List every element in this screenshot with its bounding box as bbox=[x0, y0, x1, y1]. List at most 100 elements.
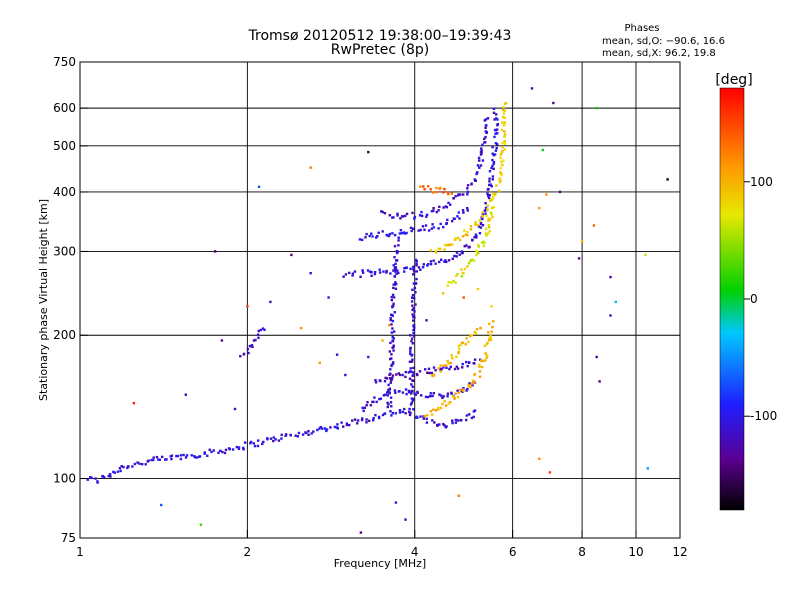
echo-point bbox=[383, 212, 387, 215]
echo-point bbox=[469, 258, 473, 262]
echo-point bbox=[405, 392, 408, 396]
echo-point bbox=[484, 130, 487, 133]
echo-point bbox=[374, 381, 378, 384]
echo-point bbox=[237, 446, 241, 449]
echo-point bbox=[468, 382, 471, 385]
echo-point bbox=[491, 158, 494, 162]
echo-point bbox=[420, 214, 424, 218]
echo-point bbox=[392, 349, 395, 352]
echo-point bbox=[372, 400, 375, 404]
echo-point bbox=[404, 388, 408, 391]
phase-stats: Phases mean, sd,O: −90.6, 16.6 mean, sd,… bbox=[602, 23, 725, 59]
echo-point bbox=[237, 447, 241, 450]
echo-point bbox=[454, 237, 457, 240]
echo-point bbox=[426, 264, 429, 267]
echo-point bbox=[441, 402, 444, 406]
echo-point bbox=[503, 148, 506, 151]
echo-point bbox=[411, 304, 414, 307]
echo-point bbox=[451, 395, 455, 398]
echo-point bbox=[489, 183, 492, 186]
echo-point bbox=[484, 359, 487, 362]
echo-point bbox=[465, 389, 468, 392]
echo-point bbox=[490, 330, 493, 333]
stray-echo-point bbox=[425, 319, 428, 322]
stray-echo-point bbox=[538, 206, 541, 210]
echo-point bbox=[472, 259, 476, 262]
echo-point bbox=[489, 334, 492, 337]
echo-point bbox=[422, 263, 425, 266]
echo-point bbox=[410, 229, 413, 233]
echo-point bbox=[307, 433, 310, 436]
echo-point bbox=[318, 427, 321, 430]
echo-point bbox=[256, 444, 260, 448]
echo-point bbox=[408, 360, 412, 363]
echo-point bbox=[133, 462, 137, 466]
echo-point bbox=[179, 454, 183, 457]
echo-point bbox=[387, 383, 390, 387]
echo-point bbox=[344, 273, 348, 276]
echo-point bbox=[208, 448, 211, 451]
echo-point bbox=[421, 266, 425, 269]
echo-point bbox=[416, 391, 419, 395]
echo-point bbox=[423, 415, 426, 418]
echo-point bbox=[395, 373, 398, 376]
echo-point bbox=[413, 310, 416, 313]
stray-echo-point bbox=[257, 185, 261, 188]
echo-point bbox=[468, 361, 471, 364]
stray-echo-point bbox=[367, 355, 370, 359]
echo-point bbox=[411, 308, 414, 311]
echo-point bbox=[170, 457, 173, 461]
echo-point bbox=[462, 271, 465, 275]
echo-point bbox=[410, 390, 413, 393]
echo-point bbox=[432, 408, 435, 411]
echo-point bbox=[451, 357, 454, 360]
echo-point bbox=[432, 259, 435, 262]
echo-point bbox=[473, 373, 476, 376]
echo-point bbox=[491, 164, 494, 168]
echo-point bbox=[391, 411, 394, 415]
echo-point bbox=[456, 367, 460, 370]
echo-point bbox=[285, 433, 288, 436]
echo-point bbox=[248, 345, 252, 348]
echo-point bbox=[485, 356, 488, 359]
stray-echo-point bbox=[160, 503, 163, 507]
echo-point bbox=[455, 365, 458, 368]
chart-subtitle: RwPretec (8p) bbox=[331, 42, 429, 58]
echo-point bbox=[437, 406, 440, 410]
echo-point bbox=[432, 373, 436, 376]
echo-point bbox=[469, 225, 473, 228]
echo-point bbox=[409, 346, 412, 350]
echo-point bbox=[261, 442, 264, 446]
echo-point bbox=[435, 186, 438, 190]
echo-point bbox=[431, 223, 434, 226]
echo-point bbox=[491, 193, 495, 196]
echo-point bbox=[470, 382, 474, 385]
echo-point bbox=[386, 405, 389, 409]
echo-point bbox=[478, 365, 481, 368]
echo-point bbox=[466, 231, 469, 234]
echo-point bbox=[417, 229, 420, 232]
echo-point bbox=[424, 224, 428, 227]
echo-point bbox=[375, 236, 378, 239]
echo-point bbox=[147, 459, 150, 462]
echo-point bbox=[460, 268, 463, 271]
echo-point bbox=[494, 142, 498, 145]
echo-point bbox=[345, 423, 349, 427]
echo-point bbox=[351, 419, 354, 422]
echo-point bbox=[429, 263, 433, 266]
echo-point bbox=[498, 181, 502, 184]
echo-point bbox=[256, 333, 260, 336]
echo-point bbox=[367, 419, 371, 422]
echo-point bbox=[252, 442, 255, 445]
echo-point bbox=[446, 392, 450, 395]
echo-point bbox=[430, 413, 434, 416]
echo-point bbox=[477, 225, 481, 228]
echo-point bbox=[445, 222, 448, 225]
echo-point bbox=[436, 423, 439, 427]
echo-point bbox=[437, 367, 440, 370]
echo-point bbox=[501, 141, 504, 145]
echo-point bbox=[427, 185, 430, 188]
echo-point bbox=[455, 255, 458, 258]
echo-point bbox=[383, 380, 387, 383]
echo-point bbox=[370, 271, 373, 274]
